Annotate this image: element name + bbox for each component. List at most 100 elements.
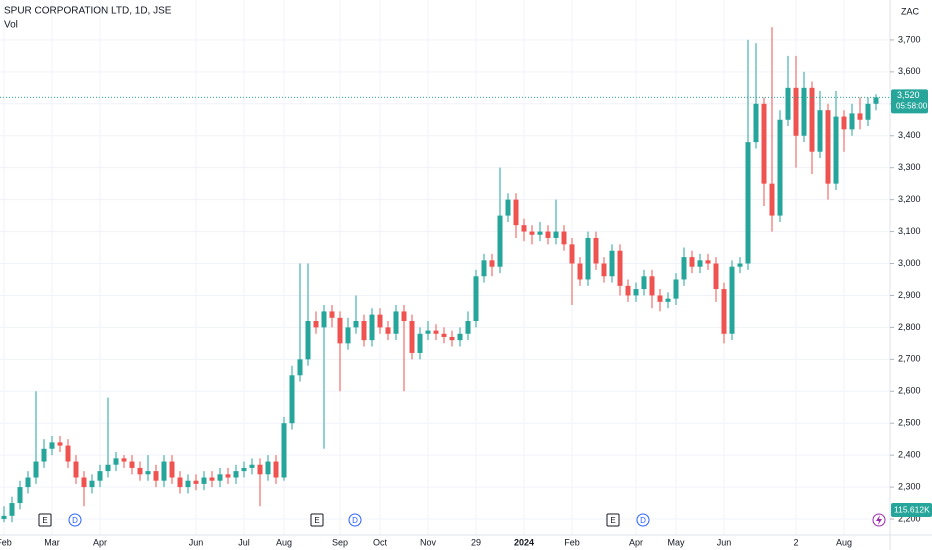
y-tick-label: 3,100 xyxy=(898,226,921,236)
candle-body xyxy=(497,215,503,267)
x-tick-label: Jun xyxy=(189,537,204,547)
x-tick-label: Mar xyxy=(44,537,60,547)
candle-body xyxy=(89,480,95,488)
candle-body xyxy=(65,445,71,462)
candle-body xyxy=(705,260,711,264)
candle-body xyxy=(49,442,55,449)
candle-body xyxy=(809,87,815,152)
dividend-marker xyxy=(348,513,362,527)
axes: 2,200 2,300 2,400 2,500 2,600 2,700 2,800 2,900… xyxy=(0,34,932,547)
candle-body xyxy=(609,250,615,277)
y-tick-label: 3,600 xyxy=(898,66,921,76)
last-price-label: 3,520 xyxy=(897,90,920,100)
candle-body xyxy=(697,260,703,267)
x-tick-label: Oct xyxy=(373,537,388,547)
candle-body xyxy=(385,327,391,334)
x-tick-label: Aug xyxy=(836,537,852,547)
candle-body xyxy=(625,285,631,296)
x-tick-label: Apr xyxy=(629,537,643,547)
candle-body xyxy=(33,461,39,478)
y-tick-label: 2,400 xyxy=(898,450,921,460)
y-tick-label: 3,000 xyxy=(898,258,921,268)
candle-body xyxy=(433,330,439,334)
candle-body xyxy=(257,464,263,475)
x-tick-label: 2024 xyxy=(514,537,534,547)
candle-body xyxy=(313,321,319,328)
candle-body xyxy=(289,375,295,424)
earnings-label: E xyxy=(314,516,319,525)
candle-body xyxy=(857,113,863,120)
candle-body xyxy=(377,314,383,328)
candle-body xyxy=(9,503,15,516)
x-tick-label: Feb xyxy=(564,537,580,547)
y-tick-label: 3,400 xyxy=(898,130,921,140)
candle-body xyxy=(465,321,471,334)
y-tick-label: 3,200 xyxy=(898,194,921,204)
dividend-label: D xyxy=(72,516,78,525)
candles xyxy=(0,27,890,523)
y-tick-label: 2,200 xyxy=(898,513,921,523)
x-tick-label: Feb xyxy=(0,537,12,547)
candle-body xyxy=(761,103,767,184)
y-tick-label: 2,600 xyxy=(898,386,921,396)
candle-body xyxy=(865,103,871,120)
candle-body xyxy=(321,311,327,328)
candle-body xyxy=(617,250,623,286)
candle-body xyxy=(481,260,487,277)
candle-body xyxy=(633,289,639,296)
y-tick-label: 3,700 xyxy=(898,34,921,44)
candle-body xyxy=(817,110,823,152)
x-tick-label: Apr xyxy=(93,537,107,547)
candle-body xyxy=(297,359,303,376)
candle-body xyxy=(505,199,511,216)
candle-body xyxy=(841,116,847,130)
dividend-marker xyxy=(68,513,82,527)
candle-body xyxy=(785,87,791,120)
candle-body xyxy=(529,231,535,235)
volume-label-box xyxy=(891,503,932,517)
earnings-marker xyxy=(606,513,620,527)
dividend-label: D xyxy=(640,516,646,525)
x-tick-label: Aug xyxy=(276,537,292,547)
currency: ZAC xyxy=(901,6,920,16)
candle-body xyxy=(281,423,287,478)
candle-body xyxy=(417,333,423,353)
candle-body xyxy=(57,442,63,446)
candle-body xyxy=(345,327,351,344)
candle-body xyxy=(121,458,127,462)
candle-body xyxy=(801,87,807,136)
candle-body xyxy=(137,467,143,475)
candle-body xyxy=(153,471,159,481)
volume-legend: Vol xyxy=(4,20,18,31)
candle-body xyxy=(81,477,87,488)
candle-body xyxy=(473,276,479,321)
candle-body xyxy=(769,183,775,216)
candle-body xyxy=(665,298,671,302)
candle-body xyxy=(641,276,647,290)
candle-body xyxy=(593,237,599,264)
earnings-marker xyxy=(310,513,324,527)
earnings-label: E xyxy=(610,516,615,525)
y-tick-label: 2,500 xyxy=(898,418,921,428)
candle-body xyxy=(25,477,31,488)
candle-body xyxy=(489,260,495,267)
candle-body xyxy=(601,263,607,277)
candle-body xyxy=(217,474,223,481)
x-tick-label: May xyxy=(667,537,685,547)
candle-body xyxy=(145,471,151,475)
candle-body xyxy=(537,231,543,235)
candle-body xyxy=(73,461,79,478)
candle-body xyxy=(457,333,463,341)
candle-body xyxy=(233,471,239,478)
candle-body xyxy=(249,464,255,468)
dividend-marker xyxy=(636,513,650,527)
candle-body xyxy=(401,311,407,321)
candle-body xyxy=(369,314,375,341)
candle-body xyxy=(873,97,879,104)
candle-body xyxy=(113,458,119,465)
candle-body xyxy=(185,480,191,488)
candle-body xyxy=(1,515,7,520)
candle-body xyxy=(657,295,663,302)
candle-body xyxy=(553,231,559,238)
candle-body xyxy=(521,225,527,232)
